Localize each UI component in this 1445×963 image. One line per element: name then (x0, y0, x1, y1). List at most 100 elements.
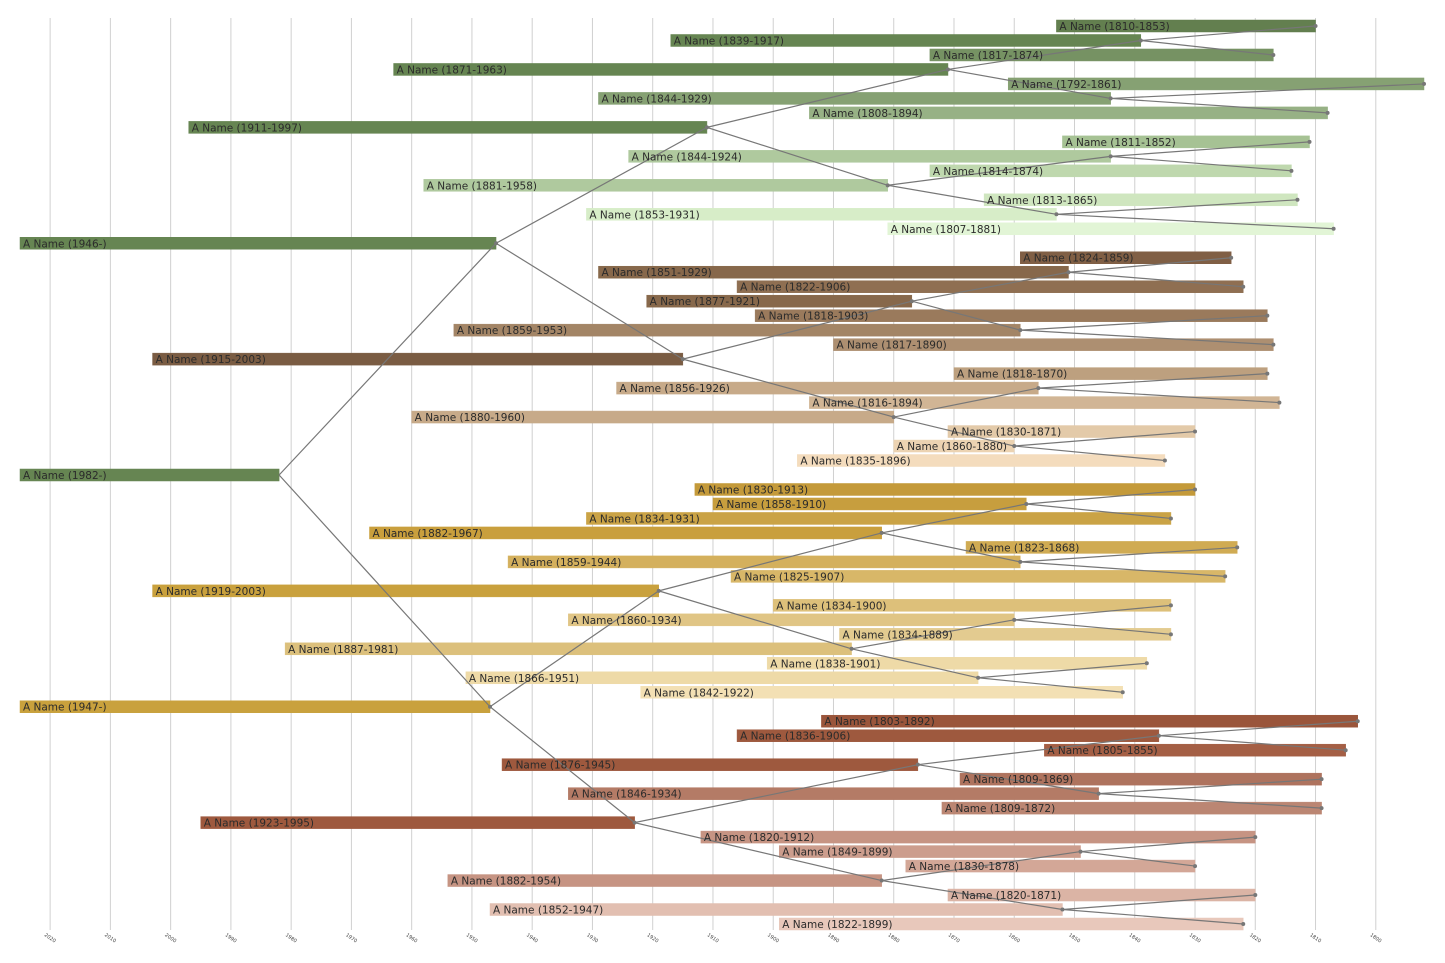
person-label: A Name (1911-1997) (192, 122, 302, 134)
birth-dot (1193, 487, 1198, 492)
parent-link (1020, 561, 1226, 577)
x-tick-label: 1960 (404, 932, 418, 944)
parent-link (1098, 793, 1322, 809)
parent-link (893, 387, 1039, 418)
birth-dot (1307, 139, 1312, 144)
person-label: A Name (1830-1871) (951, 427, 1061, 439)
person-label: A Name (1807-1881) (891, 224, 1001, 236)
person-label: A Name (1853-1931) (589, 209, 699, 221)
parent-link (887, 155, 1111, 186)
parent-link (881, 532, 1021, 563)
links (278, 24, 1426, 926)
person-label: A Name (1887-1981) (288, 644, 398, 656)
person-label: A Name (1838-1901) (770, 658, 880, 670)
birth-dot (1168, 603, 1173, 608)
parent-link (1062, 908, 1244, 925)
parent-link (1014, 445, 1165, 462)
x-tick-label: 1860 (1007, 932, 1021, 944)
person-label: A Name (1805-1855) (1047, 745, 1157, 757)
birth-dot (1235, 545, 1240, 550)
person-label: A Name (1877-1921) (650, 296, 760, 308)
parent-link (682, 300, 912, 360)
parent-link (881, 503, 1027, 534)
person-label: A Name (1803-1892) (824, 716, 934, 728)
person-label: A Name (1818-1903) (758, 311, 868, 323)
parent-link (881, 879, 1063, 911)
birth-dot (1036, 386, 1041, 391)
parent-link (917, 735, 1159, 766)
x-tick-label: 1810 (1308, 932, 1322, 944)
birth-dot (1138, 38, 1143, 43)
birth-dot (1108, 154, 1113, 159)
parent-link (682, 358, 894, 418)
parent-link (1110, 83, 1425, 100)
parent-link (1140, 39, 1274, 56)
parent-link (1020, 546, 1238, 563)
parent-link (1140, 25, 1316, 42)
parent-link (1026, 503, 1171, 520)
birth-dot (1271, 52, 1276, 57)
person-label: A Name (1814-1874) (933, 166, 1043, 178)
parent-link (1158, 735, 1346, 751)
parent-link (911, 300, 1021, 331)
parent-link (1014, 604, 1171, 621)
person-label: A Name (1860-1934) (571, 615, 681, 627)
birth-dot (1271, 342, 1276, 347)
x-tick-label: 1900 (766, 932, 780, 944)
x-tick-label: 2020 (43, 932, 57, 944)
person-label: A Name (1809-1869) (963, 774, 1073, 786)
birth-dot (1241, 922, 1246, 926)
parent-link (893, 416, 1015, 447)
person-label: A Name (1923-1995) (204, 818, 314, 830)
birth-dot (1319, 806, 1324, 811)
birth-dot (1241, 284, 1246, 289)
person-label: A Name (1871-1963) (397, 64, 507, 76)
x-tick-label: 1840 (1128, 932, 1142, 944)
parent-link (658, 590, 852, 650)
birth-dot (1144, 661, 1149, 666)
parent-link (1056, 213, 1334, 230)
parent-link (1110, 141, 1310, 157)
person-label: A Name (1880-1960) (415, 412, 525, 424)
bars (19, 19, 1425, 931)
person-label: A Name (1816-1894) (812, 398, 922, 410)
person-label: A Name (1834-1931) (589, 513, 699, 525)
parent-link (658, 532, 882, 592)
person-label: A Name (1820-1912) (704, 832, 814, 844)
x-tick-label: 1830 (1188, 932, 1202, 944)
parent-link (634, 822, 882, 882)
person-label: A Name (1817-1890) (836, 340, 946, 352)
x-tick-label: 1980 (284, 932, 298, 944)
x-tick-label: 1990 (224, 932, 238, 944)
birth-dot (1193, 864, 1198, 869)
parent-link (947, 68, 1111, 100)
x-tick-label: 1920 (645, 932, 659, 944)
parent-link (1080, 836, 1256, 853)
x-tick-label: 1880 (887, 932, 901, 944)
birth-dot (1012, 617, 1017, 622)
person-label: A Name (1830-1913) (698, 484, 808, 496)
x-tick-label: 1940 (525, 932, 539, 944)
birth-dot (1168, 632, 1173, 637)
person-label: A Name (1915-2003) (156, 354, 266, 366)
birth-dot (1277, 400, 1282, 405)
parent-link (887, 184, 1057, 215)
parent-link (1068, 271, 1244, 288)
person-label: A Name (1856-1926) (620, 383, 730, 395)
person-label: A Name (1825-1907) (734, 571, 844, 583)
person-label: A Name (1835-1896) (800, 456, 910, 468)
x-tick-label: 1950 (465, 932, 479, 944)
birth-dot (1253, 893, 1258, 898)
birth-dot (1229, 255, 1234, 260)
birth-dot (879, 530, 884, 535)
parent-link (1038, 373, 1268, 389)
parent-link (1158, 720, 1358, 737)
parent-link (706, 126, 888, 186)
birth-dot (1313, 24, 1318, 28)
person-label: A Name (1876-1945) (505, 760, 615, 772)
parent-link (1056, 199, 1298, 215)
parent-link (495, 126, 708, 244)
birth-dot (494, 241, 499, 246)
parent-link (278, 474, 491, 708)
